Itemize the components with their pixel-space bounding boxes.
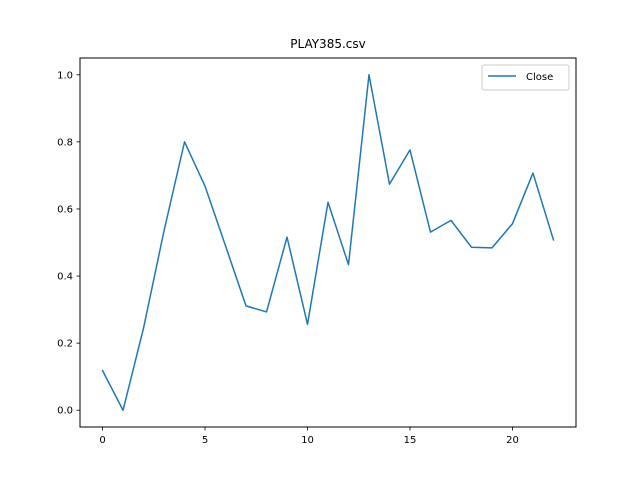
y-tick-label: 0.4 [57, 272, 73, 283]
legend-label-close: Close [526, 72, 553, 83]
x-tick-label: 15 [404, 435, 417, 446]
x-tick-label: 5 [202, 435, 208, 446]
x-tick-label: 0 [99, 435, 105, 446]
y-tick-label: 0.6 [57, 204, 73, 215]
y-axis: 0.0 0.2 0.4 0.6 0.8 1.0 [57, 70, 80, 417]
legend-box [481, 64, 570, 91]
series-layer [101, 74, 555, 411]
x-axis: 0 5 10 15 20 [99, 427, 519, 446]
x-tick-label: 20 [506, 435, 519, 446]
y-tick-label: 1.0 [57, 70, 73, 81]
y-tick-label: 0.8 [57, 137, 73, 148]
y-tick-label: 0.0 [57, 406, 73, 417]
chart-title: PLAY385.csv [290, 37, 365, 51]
plot-frame [79, 57, 577, 428]
x-tick-label: 10 [301, 435, 314, 446]
legend: Close [481, 64, 570, 91]
y-tick-label: 0.2 [57, 339, 73, 350]
